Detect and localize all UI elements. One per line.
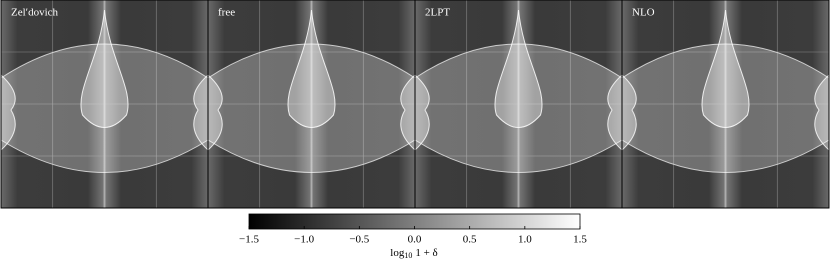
- caustic-edge: [621, 73, 637, 152]
- panel-label: 2LPT: [425, 7, 450, 19]
- caustic-core: [701, 9, 750, 128]
- colorbar-tick-label: 0.5: [463, 234, 477, 246]
- colorbar-tick-label: 0.0: [408, 234, 422, 246]
- caustic-core: [80, 9, 129, 128]
- caustic-edge: [207, 73, 223, 152]
- caustic-edge: [400, 73, 416, 152]
- panel: Zel′dovich: [0, 0, 209, 209]
- colorbar-tick-label: 1.0: [518, 234, 532, 246]
- caustic-edge: [0, 73, 16, 152]
- colorbar-tick-label: −1.5: [239, 234, 259, 246]
- caustic-edge: [814, 73, 830, 152]
- panel-label: free: [218, 7, 235, 19]
- panel: free: [207, 0, 416, 209]
- colorbar-label: log10 1 + δ: [390, 247, 437, 260]
- panel-label: Zel′dovich: [11, 7, 59, 19]
- colorbar-tick-label: −1.0: [294, 234, 314, 246]
- panel-label: NLO: [632, 7, 655, 19]
- caustic-edge: [607, 73, 623, 152]
- colorbar-tick-label: −0.5: [349, 234, 369, 246]
- panel-frame: [621, 0, 830, 209]
- caustic-edge: [193, 73, 209, 152]
- panel: 2LPT: [414, 0, 623, 209]
- colorbar-tick-label: 1.5: [573, 234, 587, 246]
- caustic-core: [494, 9, 543, 128]
- panel: NLO: [621, 0, 830, 209]
- panels: Zel′dovich free 2LPT NLO: [0, 0, 830, 209]
- colorbar-ticks: −1.5 −1.0 −0.5 0.0 0.5 1.0 1.5: [239, 226, 587, 246]
- caustic-edge: [414, 73, 430, 152]
- caustic-core: [287, 9, 336, 128]
